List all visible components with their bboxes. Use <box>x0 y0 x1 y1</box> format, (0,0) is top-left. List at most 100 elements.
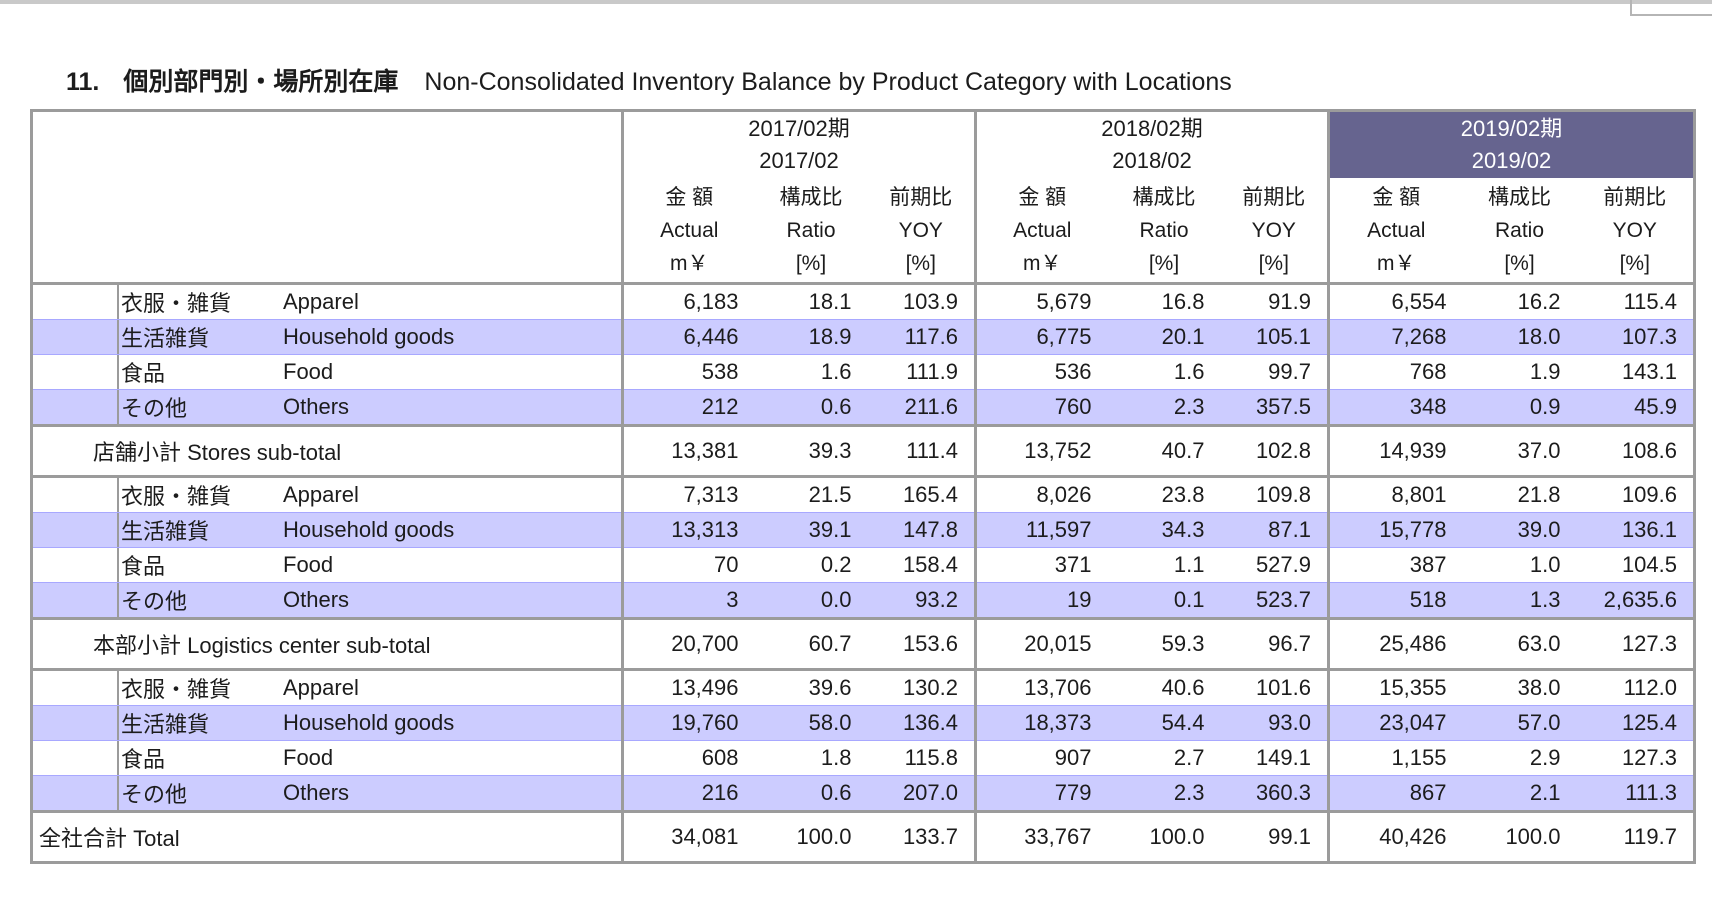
value-cell: 360.3 <box>1255 780 1311 805</box>
value-cell: 20.1 <box>1107 319 1221 355</box>
value-cell: 2.9 <box>1462 740 1577 776</box>
value-cell: 147.8 <box>867 512 976 548</box>
column-header-unit: [%] <box>1258 251 1289 275</box>
value-cell: 70 <box>621 547 755 583</box>
value-cell: 1.3 <box>1529 587 1561 612</box>
category-jp: その他 <box>121 396 188 421</box>
group-indent-line <box>117 776 119 810</box>
value-cell: 536 <box>974 354 1108 390</box>
value-cell: 1.9 <box>1462 354 1577 390</box>
category-jp: その他 <box>121 589 188 614</box>
value-cell: 109.6 <box>1576 475 1695 513</box>
value-cell: 14,939 <box>1327 424 1463 477</box>
category-label: その他 Others <box>32 776 623 812</box>
period-en: 2019/02 <box>1471 148 1552 173</box>
value-cell: 523.7 <box>1255 587 1311 612</box>
column-header: 構成比 Ratio [%] <box>1463 178 1577 284</box>
value-cell: 63.0 <box>1462 617 1577 670</box>
value-cell: 99.7 <box>1220 354 1329 390</box>
value-cell: 34.3 <box>1107 512 1221 548</box>
column-header-en: Actual <box>660 218 719 242</box>
value-cell: 1.6 <box>1107 354 1221 390</box>
value-cell: 23,047 <box>1327 705 1463 741</box>
value-cell: 54.4 <box>1107 705 1221 741</box>
value-cell: 40.7 <box>1107 424 1221 477</box>
value-cell: 0.2 <box>754 547 868 583</box>
category-en: Apparel <box>283 482 359 507</box>
value-cell: 99.1 <box>1220 810 1329 863</box>
value-cell: 16.2 <box>1462 282 1577 320</box>
value-cell: 38.0 <box>1462 668 1577 706</box>
column-header: 金 額 Actual m￥ <box>621 178 755 284</box>
page-title: 11. 個別部門別・場所別在庫 Non-Consolidated Inventory… <box>66 62 1232 98</box>
value-cell: 2.3 <box>1173 780 1205 805</box>
value-cell: 117.6 <box>867 319 976 355</box>
value-cell: 7,268 <box>1327 319 1463 355</box>
value-cell: 779 <box>974 775 1108 812</box>
category-en: Food <box>283 359 334 384</box>
table-row: 生活雑貨 Household goods 6,446 18.9 117.6 6,775 20… <box>31 319 1695 355</box>
value-cell: 100.0 <box>754 810 868 863</box>
table-row: 食品 Food 538 1.6 111.9 536 1.6 99.7 768 1.9 143.1 <box>31 354 1695 390</box>
value-cell: 153.6 <box>867 617 976 670</box>
value-cell: 11,597 <box>974 512 1108 548</box>
column-header-en: Actual <box>1367 218 1426 242</box>
column-header: 前期比 YOY [%] <box>1577 178 1695 284</box>
group-indent-line <box>117 548 119 582</box>
column-header-unit: [%] <box>1148 251 1180 275</box>
category-label: 食品 Food <box>31 354 623 390</box>
category-label: 衣服・雑貨 Apparel <box>31 475 623 513</box>
table-row: その他 Others 3 0.0 93.2 19 0.1 523.7 518 1.3 2,635.6 <box>31 582 1695 619</box>
category-jp: 生活雑貨 <box>121 712 210 737</box>
column-header: 前期比 YOY [%] <box>1221 178 1329 284</box>
value-cell: 21.5 <box>754 475 868 513</box>
column-header-jp: 前期比 <box>889 185 953 209</box>
value-cell: 1.0 <box>1462 547 1577 583</box>
value-cell: 109.8 <box>1220 475 1329 513</box>
table-row: 生活雑貨 Household goods 13,313 39.1 147.8 11,597… <box>31 512 1695 548</box>
column-header: 構成比 Ratio [%] <box>1108 178 1221 284</box>
value-cell: 15,355 <box>1327 668 1463 706</box>
title-jp: 個別部門別・場所別在庫 <box>123 68 399 96</box>
value-cell: 13,313 <box>621 512 755 548</box>
column-header: 金 額 Actual m￥ <box>1327 178 1463 284</box>
value-cell: 6,775 <box>974 319 1108 355</box>
table-body: 衣服・雑貨 Apparel 6,183 18.1 103.9 5,679 16.8 91.9 6… <box>31 282 1695 863</box>
value-cell: 0.6 <box>820 394 852 419</box>
category-label: 食品 Food <box>31 547 623 583</box>
group-indent-line <box>117 671 119 705</box>
value-cell: 58.0 <box>754 705 868 741</box>
column-header-jp: 構成比 <box>1132 185 1196 209</box>
group-indent-line <box>117 741 119 775</box>
value-cell: 39.6 <box>754 668 868 706</box>
column-header: 金 額 Actual m￥ <box>974 178 1108 284</box>
table-row: 生活雑貨 Household goods 19,760 58.0 136.4 18,373… <box>31 705 1695 741</box>
category-en: Household goods <box>283 710 455 735</box>
total-label: 全社合計 Total <box>31 810 623 863</box>
value-cell: 93.2 <box>915 587 958 612</box>
value-cell: 5,679 <box>974 282 1108 320</box>
column-header-en: YOY <box>898 218 943 242</box>
value-cell: 37.0 <box>1462 424 1577 477</box>
category-jp: 衣服・雑貨 <box>121 484 232 509</box>
table-row: 食品 Food 70 0.2 158.4 371 1.1 527.9 387 1.0 104.5 <box>31 547 1695 583</box>
column-header: 構成比 Ratio [%] <box>755 178 868 284</box>
column-header-en: YOY <box>1251 218 1296 242</box>
column-header-jp: 金 額 <box>665 185 714 209</box>
value-cell: 104.5 <box>1576 547 1695 583</box>
group-indent-line <box>117 706 119 740</box>
value-cell: 108.6 <box>1576 424 1695 477</box>
category-jp: 生活雑貨 <box>121 326 210 351</box>
value-cell: 16.8 <box>1107 282 1221 320</box>
value-cell: 111.3 <box>1625 780 1677 805</box>
value-cell: 15,778 <box>1327 512 1463 548</box>
value-cell: 1,155 <box>1327 740 1463 776</box>
corner-mark <box>1630 0 1712 16</box>
value-cell: 127.3 <box>1576 740 1695 776</box>
value-cell: 143.1 <box>1576 354 1695 390</box>
column-header-jp: 前期比 <box>1242 185 1306 209</box>
column-header-unit: [%] <box>1619 251 1650 275</box>
value-cell: 93.0 <box>1220 705 1329 741</box>
value-cell: 18.1 <box>754 282 868 320</box>
column-header-en: Ratio <box>1494 218 1545 242</box>
